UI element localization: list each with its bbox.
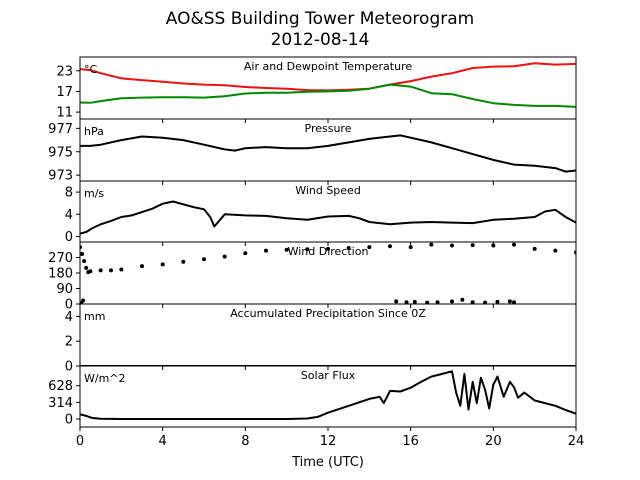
wind-direction-point [429, 242, 434, 247]
panel-title: Air and Dewpoint Temperature [244, 60, 412, 73]
wind-direction-point [80, 252, 85, 257]
series-group [80, 242, 576, 304]
wind-direction-point [109, 268, 113, 273]
series-group [80, 62, 576, 108]
y-tick-label: 0 [65, 413, 73, 428]
wind-direction-point [160, 262, 165, 267]
wind-direction-point [435, 300, 440, 304]
wind-direction-point [491, 243, 496, 248]
panel-1: 973 975 977 Pressure hPa [48, 118, 577, 185]
wind-direction-point [119, 267, 124, 272]
wind-direction-point [512, 242, 516, 247]
wind-direction-point [404, 300, 409, 304]
wind-direction-point [470, 243, 475, 248]
wind-direction-point [140, 264, 144, 269]
wind-direction-point [394, 299, 399, 304]
y-tick-label: 0 [65, 360, 73, 375]
wind-direction-point [553, 248, 558, 253]
panel-2: 0 4 8 Wind Speed m/s [65, 180, 577, 246]
series-line-1 [80, 83, 576, 108]
figure-subtitle: 2012-08-14 [271, 30, 370, 50]
x-tick-label: 12 [320, 434, 337, 449]
y-tick-label: 975 [48, 145, 73, 160]
x-tick-label: 8 [241, 434, 249, 449]
wind-direction-point [450, 299, 454, 304]
panel-title: Wind Direction [288, 245, 369, 258]
y-tick-label: 2 [65, 335, 73, 350]
wind-direction-point [388, 244, 392, 249]
wind-direction-point [412, 299, 417, 304]
wind-direction-point [532, 246, 537, 251]
y-tick-label: 977 [48, 122, 73, 137]
panel-0: 11 17 23 Air and Dewpoint Temperature °C [56, 56, 577, 123]
y-tick-label: 0 [65, 230, 73, 245]
x-tick-label: 0 [76, 434, 84, 449]
panel-title: Solar Flux [301, 369, 356, 382]
x-tick-label: 4 [159, 434, 167, 449]
wind-direction-point [425, 300, 430, 304]
wind-direction-point [264, 248, 268, 253]
wind-direction-point [470, 300, 475, 304]
unit-label: mm [84, 310, 105, 323]
wind-direction-point [243, 251, 248, 256]
wind-direction-point [507, 299, 512, 304]
series-group [80, 200, 576, 235]
x-tick-label: 16 [402, 434, 419, 449]
x-axis-label: Time (UTC) [291, 455, 364, 470]
y-tick-label: 628 [48, 379, 73, 394]
wind-direction-point [98, 268, 103, 273]
series-line-0 [80, 370, 576, 420]
y-tick-label: 23 [56, 64, 73, 79]
wind-direction-point [284, 247, 289, 252]
panel-4: 0 2 4 Accumulated Precipitation Since 0Z mm [65, 303, 577, 375]
unit-label: W/m^2 [84, 372, 126, 385]
wind-direction-point [367, 245, 372, 250]
wind-direction-point [408, 245, 413, 250]
y-tick-label: 8 [65, 186, 73, 201]
panel-title: Accumulated Precipitation Since 0Z [230, 307, 426, 320]
wind-direction-point [88, 269, 93, 274]
y-tick-label: 270 [48, 251, 73, 266]
wind-direction-point [84, 265, 89, 270]
y-tick-label: 0 [65, 298, 73, 313]
wind-direction-point [346, 246, 351, 251]
y-tick-label: 973 [48, 169, 73, 184]
y-tick-label: 180 [48, 267, 73, 282]
y-tick-label: 4 [65, 310, 73, 325]
series-group [80, 370, 576, 420]
y-tick-label: 4 [65, 208, 73, 223]
wind-direction-point [326, 246, 330, 251]
figure-title: AO&SS Building Tower Meteorogram [166, 9, 474, 29]
panel-title: Pressure [305, 122, 352, 135]
x-tick-label: 20 [485, 434, 502, 449]
unit-label: °C [84, 63, 98, 76]
unit-label: hPa [84, 125, 104, 138]
wind-direction-point [222, 254, 227, 259]
y-tick-label: 90 [56, 282, 73, 297]
y-tick-label: 17 [56, 85, 73, 100]
series-group [80, 134, 576, 173]
wind-direction-point [483, 300, 488, 304]
x-tick-label: 24 [568, 434, 585, 449]
panel-title: Wind Speed [295, 184, 361, 197]
wind-direction-point [82, 258, 87, 263]
series-line-0 [80, 200, 576, 235]
wind-direction-point [81, 298, 86, 303]
wind-direction-point [181, 259, 186, 264]
wind-direction-point [460, 297, 465, 302]
wind-direction-point [512, 300, 516, 304]
series-line-0 [80, 134, 576, 173]
wind-direction-point [202, 257, 206, 262]
wind-direction-point [450, 243, 454, 248]
y-tick-label: 11 [56, 106, 73, 121]
wind-direction-point [305, 247, 310, 252]
wind-direction-point [495, 299, 500, 304]
panel-5: 0 314 628 Solar Flux W/m^2 0 4 8 12 16 20 24 [48, 365, 585, 449]
y-tick-label: 314 [48, 396, 73, 411]
unit-label: m/s [84, 187, 104, 200]
